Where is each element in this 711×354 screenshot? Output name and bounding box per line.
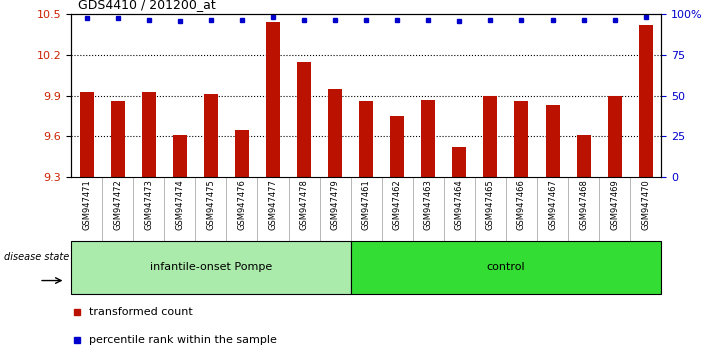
Bar (638, 25, 653, 177)
Bar (204, 94, 218, 177)
Bar (351, 241, 661, 294)
Text: control: control (486, 262, 525, 272)
Text: GSM947476: GSM947476 (237, 179, 247, 230)
Bar (328, 89, 342, 177)
Text: GSM947467: GSM947467 (548, 179, 557, 230)
Text: GSM947475: GSM947475 (206, 179, 215, 230)
Text: GSM947477: GSM947477 (269, 179, 277, 230)
Bar (173, 135, 187, 177)
Text: GSM947473: GSM947473 (144, 179, 154, 230)
Bar (483, 96, 498, 177)
Text: GSM947462: GSM947462 (392, 179, 402, 230)
Text: GDS4410 / 201200_at: GDS4410 / 201200_at (78, 0, 216, 11)
Text: GSM947479: GSM947479 (331, 179, 340, 230)
Bar (608, 96, 621, 177)
Text: infantile-onset Pompe: infantile-onset Pompe (150, 262, 272, 272)
Text: GSM947472: GSM947472 (113, 179, 122, 230)
Bar (141, 92, 156, 177)
Text: GSM947461: GSM947461 (362, 179, 370, 230)
Text: percentile rank within the sample: percentile rank within the sample (89, 335, 277, 345)
Bar (452, 147, 466, 177)
Bar (235, 130, 249, 177)
Bar (266, 22, 280, 177)
Text: GSM947474: GSM947474 (176, 179, 184, 230)
Bar (515, 101, 528, 177)
Text: GSM947468: GSM947468 (579, 179, 588, 230)
Bar (71, 241, 351, 294)
Bar (390, 116, 405, 177)
Text: GSM947463: GSM947463 (424, 179, 433, 230)
Text: GSM947469: GSM947469 (610, 179, 619, 230)
Bar (80, 92, 94, 177)
Bar (422, 100, 435, 177)
Bar (577, 135, 591, 177)
Text: GSM947470: GSM947470 (641, 179, 650, 230)
Text: GSM947466: GSM947466 (517, 179, 526, 230)
Text: transformed count: transformed count (89, 307, 193, 316)
Text: disease state: disease state (4, 252, 69, 262)
Bar (297, 62, 311, 177)
Text: GSM947464: GSM947464 (455, 179, 464, 230)
Bar (111, 101, 124, 177)
Bar (359, 101, 373, 177)
Bar (545, 105, 560, 177)
Text: GSM947465: GSM947465 (486, 179, 495, 230)
Text: GSM947471: GSM947471 (82, 179, 91, 230)
Text: GSM947478: GSM947478 (299, 179, 309, 230)
